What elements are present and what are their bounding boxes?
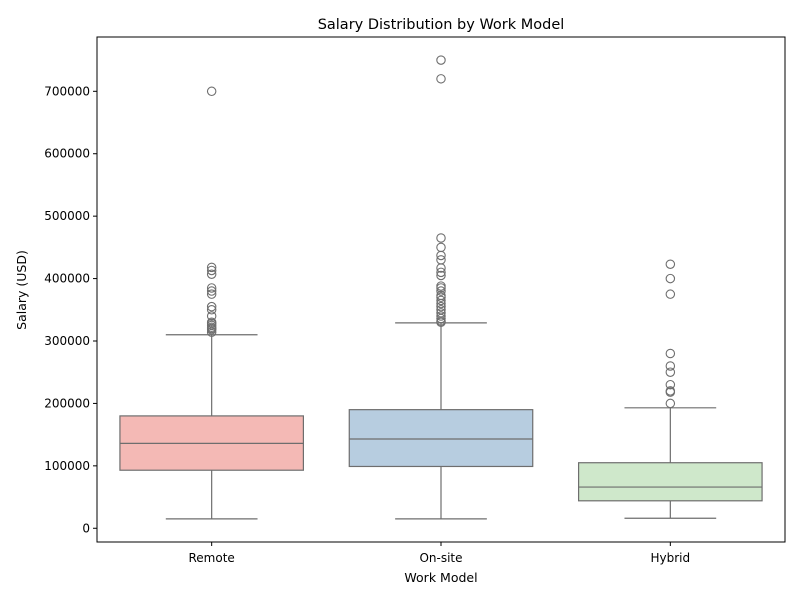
outlier-point-on-site [436,74,446,84]
y-tick-label: 0 [82,521,90,535]
y-tick-label: 400000 [44,272,90,286]
x-tick-label: Remote [189,551,235,565]
x-tick-label: Hybrid [651,551,691,565]
box-on-site [348,409,534,468]
chart-title: Salary Distribution by Work Model [318,17,565,33]
outlier-point-on-site [436,267,446,278]
outlier-point-on-site [436,311,446,321]
outlier-point-remote [206,86,217,97]
outlier-point-remote [206,262,217,273]
outlier-point-on-site [436,242,446,253]
y-tick-label: 600000 [44,147,90,161]
outlier-point-on-site [436,308,446,318]
outlier-point-hybrid [665,273,676,284]
x-tick-label: On-site [419,551,462,565]
outlier-point-on-site [436,55,446,65]
outlier-point-hybrid [665,367,676,377]
x-axis-label: Work Model [404,570,477,585]
box-hybrid [577,462,763,502]
outlier-point-on-site [436,301,446,312]
outlier-point-remote [206,305,217,315]
outlier-point-on-site [436,305,446,315]
outlier-point-on-site [436,233,446,243]
outlier-point-remote [206,283,217,293]
outlier-point-hybrid [665,398,676,409]
y-tick-label: 200000 [44,396,90,410]
outlier-point-hybrid [665,348,676,359]
outlier-point-on-site [436,286,446,296]
outlier-point-hybrid [665,361,676,371]
outlier-point-remote [206,311,217,321]
outlier-point-remote [206,286,217,296]
outlier-point-remote [206,265,217,276]
outlier-point-on-site [436,255,446,265]
outlier-point-on-site [436,270,446,281]
y-axis-label: Salary (USD) [14,250,29,330]
y-tick-label: 500000 [44,209,90,223]
outlier-point-remote [206,317,217,328]
outlier-point-on-site [436,295,446,306]
outlier-point-remote [206,269,217,279]
outlier-point-remote [206,289,217,299]
outlier-point-on-site [436,290,446,301]
outlier-point-hybrid [665,289,676,299]
outlier-point-on-site [436,281,446,291]
y-tick-label: 700000 [44,84,90,98]
outlier-point-hybrid [665,259,676,269]
y-tick-label: 100000 [44,459,90,473]
y-tick-label: 300000 [44,334,90,348]
outlier-point-remote [206,301,217,312]
outlier-point-hybrid [665,386,676,396]
plot-area: 0 100000 200000 300000 400000 500000 600000 700… [44,36,786,565]
outlier-point-hybrid [665,379,676,390]
